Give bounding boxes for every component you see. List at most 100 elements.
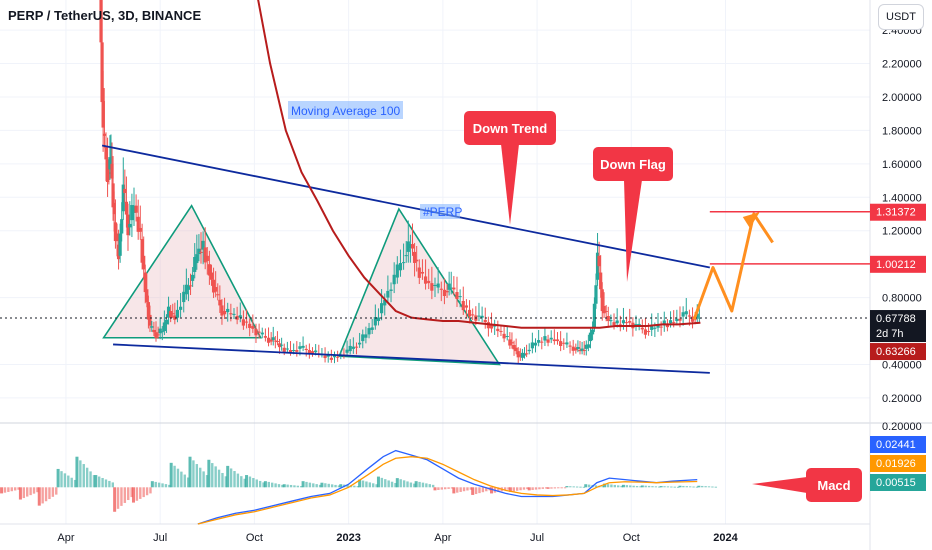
candle-body: [367, 328, 371, 335]
candle-body: [483, 319, 487, 323]
price-badge: [870, 203, 926, 221]
macd-histogram-bar: [541, 487, 545, 489]
candle-body: [211, 279, 216, 293]
candle-body: [364, 334, 368, 338]
macd-histogram-bar: [79, 460, 82, 488]
candle-body: [120, 219, 124, 234]
candle-body: [203, 247, 207, 263]
candle-body: [530, 342, 534, 349]
candle-body: [130, 205, 134, 221]
macd-histogram-bar: [10, 487, 13, 492]
candle-body: [687, 315, 692, 317]
candle-body: [101, 88, 105, 128]
macd-histogram-bar: [428, 484, 431, 488]
macd-histogram-bar: [421, 482, 425, 488]
symbol-tag-bg: [420, 204, 460, 219]
price-axis-label: 1.40000: [882, 192, 922, 204]
macd-histogram-bar: [188, 456, 192, 488]
candle-body: [555, 339, 560, 342]
macd-histogram-bar: [164, 484, 168, 488]
candle-body: [461, 300, 465, 311]
candle-body: [415, 259, 419, 262]
macd-histogram-bar: [73, 479, 77, 488]
candle-body: [612, 322, 616, 326]
macd-histogram-bar: [149, 487, 152, 494]
macd-histogram-bar: [41, 487, 44, 504]
price-axis-label: 2.00000: [882, 92, 922, 104]
macd-histogram-bar: [620, 485, 623, 488]
candle-body: [510, 342, 514, 344]
candle-body: [430, 283, 434, 291]
macd-histogram-bar: [695, 486, 699, 488]
macd-histogram-bar: [356, 486, 359, 488]
candle-body: [295, 350, 299, 352]
macd-histogram-bar: [334, 484, 337, 488]
macd-histogram-bar: [60, 471, 63, 488]
macd-histogram-bar: [233, 471, 236, 488]
macd-histogram-bar: [130, 487, 133, 498]
candle-body: [436, 283, 440, 288]
candle-body: [595, 252, 600, 280]
macd-histogram-bar: [180, 471, 183, 488]
candle-body: [126, 214, 130, 236]
macd-histogram-bar: [701, 485, 704, 488]
candle-body: [543, 336, 547, 341]
macd-histogram-bar: [315, 484, 318, 488]
macd-badge: [870, 455, 926, 472]
candle-body: [518, 354, 522, 357]
macd-histogram-bar: [582, 486, 586, 488]
candle-body: [646, 331, 651, 333]
candle-body: [445, 290, 449, 293]
currency-button[interactable]: USDT: [878, 4, 924, 30]
candle-body: [562, 342, 566, 344]
macd-histogram-bar: [550, 487, 553, 489]
macd-line: [197, 449, 698, 525]
macd-histogram-bar: [481, 487, 485, 493]
candle-body: [100, 42, 104, 103]
candle-body: [578, 350, 582, 352]
macd-histogram-bar: [688, 486, 692, 488]
macd-histogram-bar: [565, 486, 569, 488]
macd-histogram-bar: [632, 485, 635, 488]
candle-body: [266, 337, 271, 343]
candle-body: [188, 285, 193, 287]
macd-histogram-bar: [94, 475, 98, 488]
macd-histogram-bar: [507, 487, 510, 490]
macd-histogram-bar: [601, 486, 604, 488]
macd-histogram-bar: [183, 474, 186, 488]
candle-body: [695, 313, 699, 318]
candle-body: [427, 280, 431, 284]
candle-body: [477, 315, 481, 317]
candle-body: [650, 325, 654, 330]
candle-body: [220, 305, 224, 316]
macd-histogram-bar: [301, 481, 305, 488]
macd-histogram-bar: [63, 473, 67, 488]
candle-body: [329, 357, 333, 360]
candle-body: [499, 331, 503, 333]
macd-histogram-bar: [358, 479, 362, 488]
candle-body: [104, 146, 108, 160]
price-axis-label: 0.40000: [882, 359, 922, 371]
candle-body: [99, 0, 103, 43]
candle-body: [148, 314, 152, 326]
macd-histogram-bar: [240, 476, 243, 488]
macd-histogram-bar: [440, 487, 443, 490]
candle-body: [140, 239, 144, 263]
candle-body: [257, 331, 261, 333]
candle-body: [152, 329, 156, 333]
macd-histogram-bar: [625, 485, 629, 488]
price-badge-label: 0.67788: [876, 313, 916, 325]
macd-histogram-bar: [221, 472, 224, 488]
candle-body: [314, 350, 318, 353]
macd-badge-label: 0.01926: [876, 458, 916, 470]
macd-histogram-bar: [17, 487, 20, 490]
macd-histogram-bar: [654, 486, 658, 488]
macd-histogram-bar: [704, 486, 707, 488]
macd-histogram-bar: [714, 486, 718, 488]
candle-body: [164, 319, 169, 325]
macd-badge-label: 0.00515: [876, 477, 916, 489]
candle-body: [326, 355, 330, 357]
candle-body: [681, 312, 685, 317]
ma100-line: [257, 0, 701, 329]
